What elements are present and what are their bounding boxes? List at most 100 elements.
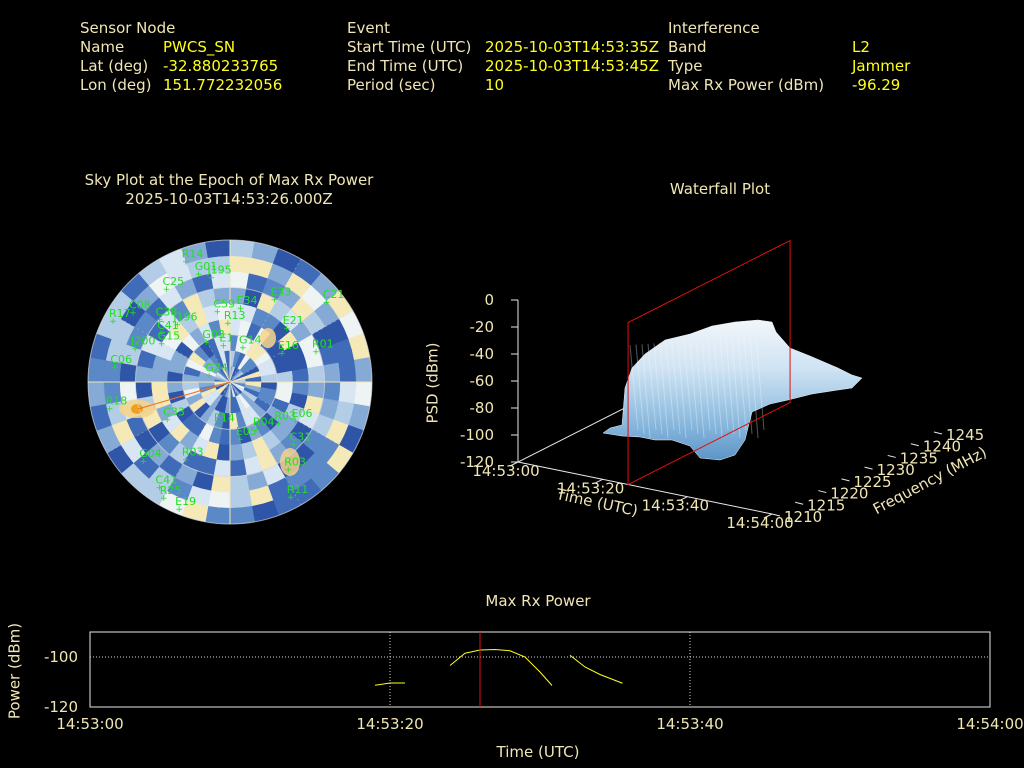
satellite-marker: + (224, 319, 232, 329)
satellite-marker: + (173, 320, 181, 330)
satellite-label: E16 (278, 339, 299, 352)
sensor-lat-value: -32.880233765 (163, 57, 279, 75)
waterfall-freq-tick (864, 466, 873, 470)
waterfall-time-tick-label: 14:53:40 (642, 497, 709, 515)
waterfall-time-tick (594, 478, 603, 484)
waterfall-z-tick-label: -60 (470, 372, 495, 390)
satellite-marker: + (157, 329, 165, 339)
waterfall-surface-ridge (671, 342, 681, 435)
power-x-tick-label: 14:54:00 (956, 715, 1023, 733)
sky-azimuth-spoke (229, 381, 354, 454)
power-y-tick-label: -100 (44, 648, 78, 666)
waterfall-surface-ridge (725, 338, 735, 435)
sky-sector (229, 474, 250, 493)
satellite-label: G01 (195, 260, 218, 273)
waterfall-title: Waterfall Plot (669, 180, 771, 198)
sky-sector (229, 255, 253, 274)
satellite-label: E05 (236, 425, 257, 438)
sky-sector (338, 359, 357, 383)
waterfall-freq-tick-label: 1215 (807, 496, 845, 514)
satellite-marker: + (278, 349, 286, 359)
waterfall-z-tick-label: 0 (484, 291, 494, 309)
satellite-marker: + (109, 317, 117, 327)
sky-azimuth-spoke (158, 258, 231, 383)
satellite-marker: + (239, 343, 247, 353)
satellite-label: R03 (182, 446, 204, 459)
sky-sector (229, 271, 250, 290)
power-x-tick-label: 14:53:20 (356, 715, 423, 733)
waterfall-freq-tick (910, 443, 919, 447)
satellite-label: E1 (219, 332, 233, 345)
power-x-tick-label: 14:53:40 (656, 715, 723, 733)
waterfall-z-tick-label: -100 (460, 426, 494, 444)
satellite-marker: + (236, 435, 244, 445)
satellite-marker: + (323, 298, 331, 308)
satellite-marker: + (156, 316, 164, 326)
waterfall-surface-ridge (659, 342, 669, 439)
sensor-node-title: Sensor Node (80, 19, 176, 37)
satellite-marker: + (237, 304, 245, 314)
interference-type-label: Type (668, 57, 703, 75)
satellite-label: R14 (182, 247, 204, 260)
satellite-label: R01 (312, 338, 334, 351)
sensor-lat-label: Lat (deg) (80, 57, 149, 75)
satellite-label: C06 (110, 353, 132, 366)
sky-sector (291, 368, 310, 383)
skyplot-satellites: +R14+G01+J195+C25+C08+R17+C38+J196 +C59 +E… (106, 247, 345, 514)
sky-sector (307, 365, 325, 383)
waterfall-freq-tick (933, 431, 943, 435)
waterfall-surface-ridge (647, 343, 657, 431)
waterfall-surface-ridge (731, 338, 741, 439)
power-series-segment (449, 648, 553, 686)
skyplot-heatmap (88, 240, 372, 524)
satellite-marker: + (160, 494, 168, 504)
event-title: Event (347, 19, 390, 37)
satellite-marker: + (205, 371, 213, 381)
waterfall-freq-tick (818, 490, 827, 494)
satellite-label: C31 (290, 430, 312, 443)
skyplot-grid (87, 239, 373, 525)
sky-sector (205, 506, 231, 524)
satellite-marker: + (131, 344, 139, 354)
waterfall-freq-tick-label: 1230 (877, 461, 915, 479)
satellite-marker: + (284, 465, 292, 475)
waterfall-z-tick-label: -80 (470, 399, 495, 417)
power-plot-frame (89, 631, 991, 708)
waterfall-surface-ridge (737, 337, 747, 431)
waterfall-z-tick-label: -120 (460, 453, 494, 471)
sky-sector (229, 459, 247, 477)
interference-band-label: Band (668, 38, 707, 56)
satellite-label: C59 (213, 298, 235, 311)
sky-sector (88, 357, 106, 383)
satellite-label: R11 (287, 483, 309, 496)
satellite-marker: + (203, 338, 211, 348)
interference-direction-line (137, 381, 231, 410)
satellite-label: E33 (270, 285, 291, 298)
satellite-label: E14 (214, 411, 235, 424)
power-y-tick-label: -120 (44, 698, 78, 716)
waterfall-surface (602, 319, 863, 461)
waterfall-surface-ridge (641, 344, 651, 439)
satellite-label: E19 (175, 495, 196, 508)
waterfall-freq-tick-label: 1225 (853, 473, 891, 491)
satellite-label: G24 (205, 361, 228, 374)
satellite-marker: + (287, 493, 295, 503)
satellite-label: G04 (139, 447, 162, 460)
satellite-label: C41 (155, 474, 177, 487)
satellite-label: C21 (323, 288, 345, 301)
interference-maxpower-label: Max Rx Power (dBm) (668, 76, 825, 94)
satellite-label: C33 (163, 405, 185, 418)
waterfall-freq-tick (841, 478, 850, 482)
sky-azimuth-spoke (106, 381, 231, 454)
satellite-label: E34 (237, 294, 258, 307)
event-start-value: 2025-10-03T14:53:35Z (485, 38, 659, 56)
waterfall-surface-ridge (665, 342, 675, 431)
satellite-marker: + (214, 308, 222, 318)
sensor-name-label: Name (80, 38, 125, 56)
satellite-label: C08 (129, 299, 151, 312)
waterfall-freq-tick (795, 501, 804, 505)
waterfall-z-tick-label: -40 (470, 345, 495, 363)
satellite-label: C38 (156, 306, 178, 319)
